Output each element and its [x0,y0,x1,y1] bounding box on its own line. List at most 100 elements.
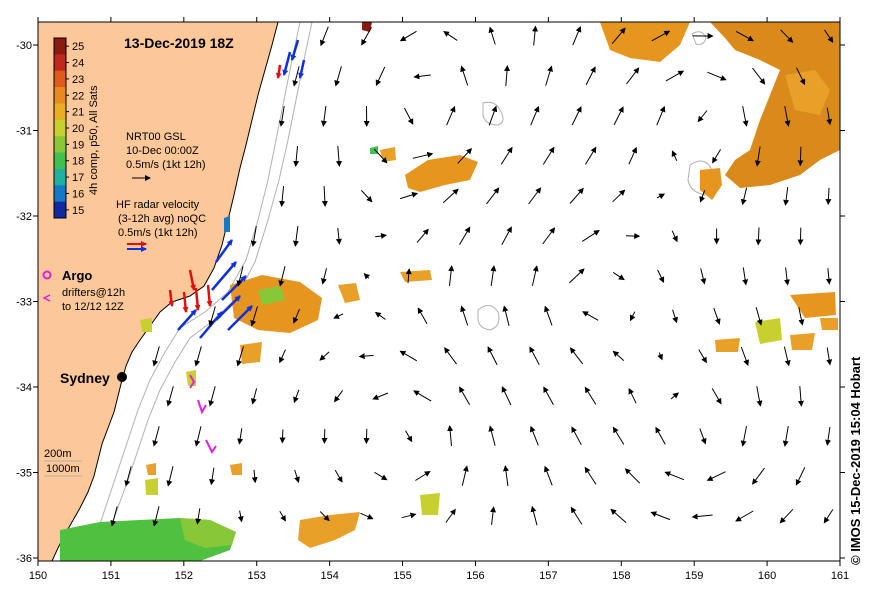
lat-tick-label: -34 [16,382,32,394]
current-arrow [613,106,624,126]
lon-tick-label: 151 [102,570,120,582]
hf-legend-line-1: HF radar velocity [116,199,200,211]
current-arrow [334,469,343,483]
current-arrow [699,190,706,203]
current-arrow [742,267,749,286]
current-arrow [237,510,244,523]
current-arrow [361,27,372,46]
colorbar-tick-label: 17 [72,172,84,184]
current-arrow [488,105,498,126]
colorbar-tick-label: 20 [72,123,84,135]
current-arrow [691,513,713,520]
current-arrow [783,346,791,367]
current-arrow [405,268,412,283]
lat-tick-label: -36 [16,553,32,565]
current-arrow [251,469,258,484]
current-arrow [152,426,160,447]
current-arrow [236,346,244,367]
current-arrow [448,265,455,286]
current-arrow [752,67,766,85]
current-arrow [358,353,374,360]
current-arrow [707,71,727,81]
lon-tick-label: 156 [466,570,484,582]
current-arrow [279,349,286,364]
colorbar-tick-label: 15 [72,205,84,217]
current-arrow [166,386,174,407]
current-arrow [780,29,794,43]
current-arrow [375,232,387,239]
current-arrow [544,305,553,326]
current-arrow [544,465,553,486]
current-arrow [582,311,599,321]
current-arrow [823,509,834,524]
lat-tick-label: -32 [16,211,32,223]
current-arrow [740,346,749,366]
lon-tick-label: 150 [29,570,47,582]
current-arrow [735,510,754,522]
sst-colorbar: 25 24 23 22 21 20 19 18 17 16 15 [53,37,84,219]
current-arrow [665,70,685,82]
argo-legend-label: Argo [62,268,92,283]
lon-tick-label: 153 [248,570,266,582]
current-arrow [457,147,473,164]
current-arrow [529,425,539,446]
current-arrow [486,187,500,205]
current-arrow [530,505,538,526]
current-arrow [321,268,327,285]
current-arrow [672,309,678,324]
current-arrow [278,106,285,127]
colorbar-segment [54,87,66,104]
current-arrow [796,67,806,86]
hf-legend-line-2: (3-12h avg) noQC [118,213,206,225]
current-arrow [569,347,584,365]
hf-legend-line-3: 0.5m/s (1kt 12h) [118,227,197,239]
current-arrow [572,25,582,46]
current-arrow [166,466,174,487]
lon-tick-label: 158 [612,570,630,582]
colorbar-segment [54,103,66,121]
current-arrow [712,149,722,164]
latitude-axis: -30 -31 -32 -33 -34 -35 -36 [16,40,845,565]
current-arrow [756,386,763,407]
current-arrow [374,471,388,481]
colorbar-tick-label: 24 [72,58,84,70]
current-arrow [443,31,458,41]
current-arrow [442,188,459,204]
current-arrow [415,470,431,481]
current-arrow [278,266,286,287]
colorbar-segment [54,201,66,219]
current-arrow [293,145,300,167]
imos-credit: © IMOS 15-Dec-2019 15:04 Hobart [848,356,863,565]
current-arrow [334,390,344,403]
colorbar-segment [54,152,66,170]
current-arrow [545,65,553,86]
current-arrow [755,227,762,246]
current-arrow [798,386,804,407]
current-arrow [825,268,832,285]
current-arrow [335,228,342,245]
current-arrow [444,347,457,365]
gsl-legend-line-1: NRT00 GSL [126,131,186,143]
current-arrow [292,66,300,87]
current-arrow [405,430,413,443]
current-arrow [754,146,761,167]
current-arrow [783,187,790,206]
land-mass [38,22,279,561]
lon-tick-label: 152 [175,570,193,582]
current-arrow [399,191,419,200]
colorbar-tick-label: 22 [72,90,84,102]
current-arrow [656,105,666,126]
current-arrow [293,389,300,404]
gsl-legend-line-3: 0.5m/s (1kt 12h) [126,159,205,171]
gsl-current-vectors [110,25,834,527]
current-arrow [568,268,585,284]
current-arrow [399,30,417,42]
current-arrow [374,311,386,320]
colorbar-segment [54,136,66,154]
current-arrow [250,388,258,405]
current-arrow [208,306,216,327]
lat-tick-label: -33 [16,297,32,309]
current-arrow [626,67,640,85]
current-arrow [501,226,512,246]
current-arrow [447,425,454,447]
